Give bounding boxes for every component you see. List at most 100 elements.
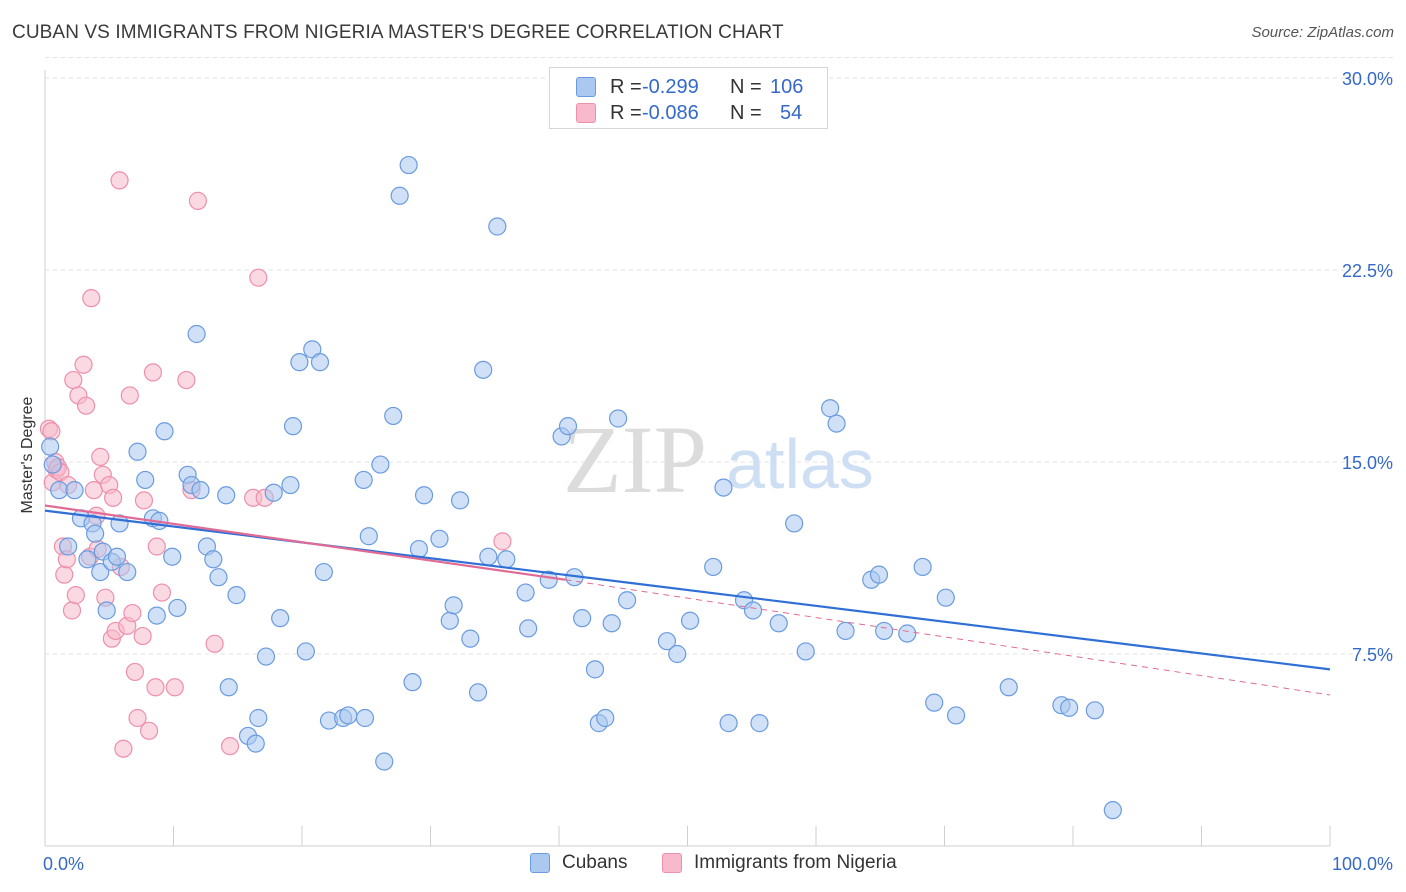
nigeria-point-33 bbox=[120, 386, 139, 405]
y-tick-label-2: 22.5% bbox=[1342, 261, 1393, 281]
nigeria-point-27 bbox=[104, 488, 123, 507]
cuban-point-77 bbox=[573, 609, 592, 628]
nigeria-point-41 bbox=[146, 678, 165, 697]
y-tick-label-0: 7.5% bbox=[1352, 645, 1393, 665]
nigeria-point-53 bbox=[493, 532, 512, 551]
x-tick-labels: 0.0% 100.0% bbox=[43, 854, 1393, 874]
cuban-point-32 bbox=[219, 678, 238, 697]
cuban-point-30 bbox=[209, 568, 228, 587]
cuban-point-78 bbox=[585, 660, 605, 679]
cuban-point-21 bbox=[155, 422, 174, 441]
n-label: N = bbox=[730, 101, 762, 124]
n-value: 54 bbox=[780, 101, 803, 124]
cubans-points bbox=[41, 155, 1122, 820]
cuban-point-4 bbox=[65, 481, 84, 500]
nigeria-point-49 bbox=[220, 737, 240, 756]
nigeria-trend-extension bbox=[565, 579, 1331, 696]
nigeria-point-31 bbox=[114, 739, 133, 758]
cuban-point-36 bbox=[249, 708, 268, 728]
cuban-point-80 bbox=[596, 708, 615, 728]
nigeria-points bbox=[39, 171, 512, 758]
cuban-point-15 bbox=[118, 562, 137, 582]
cuban-point-88 bbox=[714, 478, 733, 497]
source-label: Source: ZipAtlas.com bbox=[1251, 24, 1394, 41]
cuban-point-3 bbox=[59, 537, 78, 556]
cuban-point-2 bbox=[50, 481, 69, 500]
y-tick-label-1: 15.0% bbox=[1342, 453, 1393, 473]
cuban-point-93 bbox=[769, 614, 788, 633]
cuban-point-66 bbox=[468, 683, 488, 702]
cuban-point-40 bbox=[281, 475, 300, 495]
cubans-swatch bbox=[530, 853, 550, 873]
cuban-point-45 bbox=[310, 353, 330, 372]
cuban-point-110 bbox=[1085, 701, 1104, 720]
cuban-point-61 bbox=[430, 529, 449, 548]
cuban-point-16 bbox=[128, 442, 147, 461]
nigeria-point-38 bbox=[134, 491, 154, 510]
cuban-point-83 bbox=[618, 591, 637, 610]
nigeria-point-43 bbox=[152, 583, 172, 602]
cubans-swatch bbox=[576, 77, 596, 97]
nigeria-point-39 bbox=[139, 721, 159, 740]
watermark: ZIP atlas bbox=[563, 406, 874, 513]
cuban-point-50 bbox=[354, 470, 373, 490]
cuban-point-49 bbox=[339, 706, 358, 725]
cuban-point-109 bbox=[1060, 698, 1079, 717]
legend-item-cubans[interactable]: Cubans bbox=[530, 852, 628, 874]
cuban-point-37 bbox=[256, 647, 276, 666]
cuban-point-62 bbox=[440, 611, 459, 630]
r-value: -0.299 bbox=[642, 75, 699, 98]
cuban-point-73 bbox=[539, 570, 558, 589]
legend-label-cubans: Cubans bbox=[562, 852, 628, 873]
cuban-point-64 bbox=[450, 491, 470, 510]
cuban-point-67 bbox=[474, 360, 493, 379]
cuban-point-33 bbox=[227, 586, 246, 605]
cuban-point-9 bbox=[91, 562, 110, 582]
cuban-point-11 bbox=[97, 601, 116, 620]
cuban-point-27 bbox=[191, 481, 210, 500]
cuban-point-19 bbox=[147, 606, 166, 625]
nigeria-point-45 bbox=[177, 370, 196, 390]
nigeria-point-22 bbox=[91, 447, 110, 466]
nigeria-point-19 bbox=[84, 481, 103, 500]
watermark-zip: ZIP bbox=[563, 406, 707, 513]
n-value: 106 bbox=[770, 75, 804, 98]
cuban-point-26 bbox=[187, 324, 206, 344]
cuban-point-42 bbox=[290, 353, 309, 372]
cuban-point-56 bbox=[390, 186, 409, 205]
watermark-atlas: atlas bbox=[726, 425, 874, 503]
nigeria-point-8 bbox=[55, 565, 74, 584]
cuban-point-60 bbox=[414, 486, 434, 505]
cuban-point-98 bbox=[836, 621, 855, 641]
nigeria-trend-line bbox=[44, 504, 566, 581]
cuban-point-69 bbox=[488, 217, 507, 236]
chart-title: CUBAN VS IMMIGRANTS FROM NIGERIA MASTER'… bbox=[12, 22, 784, 43]
nigeria-point-35 bbox=[125, 662, 145, 682]
nigeria-swatch bbox=[662, 853, 682, 873]
series-legend: Cubans Immigrants from Nigeria bbox=[0, 852, 1406, 878]
nigeria-point-13 bbox=[66, 586, 85, 605]
nigeria-point-16 bbox=[77, 396, 96, 415]
cuban-point-52 bbox=[359, 527, 378, 546]
cuban-point-87 bbox=[704, 557, 723, 577]
trend-lines bbox=[44, 504, 1331, 696]
r-label: R = bbox=[610, 75, 642, 98]
cuban-point-81 bbox=[602, 614, 621, 633]
cuban-point-8 bbox=[86, 524, 105, 543]
cuban-point-100 bbox=[869, 565, 889, 584]
cuban-point-85 bbox=[668, 644, 687, 664]
cuban-point-70 bbox=[497, 550, 516, 569]
stats-legend: R = -0.299 N = 106 R = -0.086 N = 54 bbox=[549, 67, 828, 129]
nigeria-point-37 bbox=[133, 626, 152, 646]
nigeria-point-11 bbox=[62, 601, 82, 620]
legend-item-nigeria[interactable]: Immigrants from Nigeria bbox=[662, 852, 897, 874]
cuban-point-86 bbox=[680, 611, 700, 630]
cuban-point-92 bbox=[750, 714, 769, 733]
legend-label-nigeria: Immigrants from Nigeria bbox=[694, 852, 897, 873]
nigeria-point-34 bbox=[123, 603, 142, 623]
cuban-point-68 bbox=[479, 547, 498, 566]
cuban-point-75 bbox=[558, 417, 578, 436]
cuban-point-102 bbox=[898, 624, 917, 643]
cuban-point-6 bbox=[78, 550, 97, 569]
